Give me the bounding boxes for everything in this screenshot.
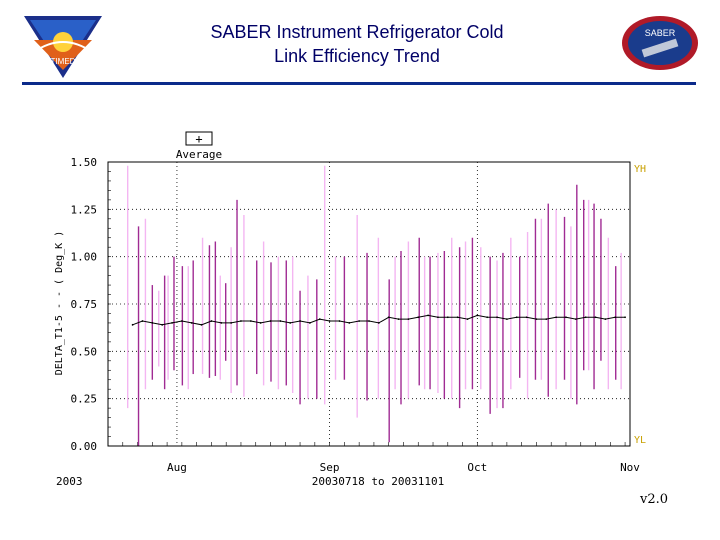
average-point [180, 320, 183, 322]
average-point [269, 320, 272, 322]
average-point [505, 318, 508, 321]
average-point [604, 318, 607, 321]
average-point [515, 316, 518, 319]
average-point [466, 318, 469, 321]
average-point [151, 322, 154, 324]
chart-grid [107, 161, 630, 447]
legend-symbol-box [185, 131, 213, 146]
average-point [309, 322, 311, 324]
x-tick-label: Oct [467, 461, 487, 474]
average-point [210, 320, 213, 322]
average-point [594, 316, 597, 319]
page-title-line-2: Link Efficiency Trend [274, 46, 440, 66]
x-tick-label: Sep [320, 461, 340, 474]
y-tick-label: 1.25 [71, 203, 98, 216]
plot-frame [107, 161, 631, 447]
average-point [437, 316, 439, 319]
average-point [220, 322, 223, 324]
average-point [141, 320, 144, 322]
average-point [200, 323, 203, 326]
average-point [535, 318, 538, 321]
average-point [161, 323, 164, 326]
average-point [624, 316, 626, 319]
average-point [259, 322, 262, 324]
average-point [407, 318, 410, 321]
x-axis-label: 20030718 to 20031101 [312, 475, 444, 488]
saber-logo-text: SABER [645, 28, 676, 38]
average-point [555, 316, 558, 319]
average-point [318, 318, 321, 321]
average-point [377, 322, 380, 324]
y-tick-label: 1.00 [71, 251, 98, 264]
average-point [614, 316, 617, 319]
average-series [131, 314, 626, 326]
timed-logo-text: TIMED [51, 57, 76, 66]
average-point [299, 320, 301, 322]
header-divider [22, 82, 696, 85]
average-point [397, 318, 400, 321]
average-point [249, 320, 252, 322]
average-point [476, 314, 479, 317]
average-point [171, 322, 173, 324]
average-point [338, 320, 341, 322]
year-label: 2003 [56, 475, 83, 488]
x-tick-labels: Aug Sep Oct Nov [167, 461, 640, 474]
average-point [328, 320, 331, 322]
y-tick-label: 0.00 [71, 440, 98, 453]
x-tick-label: Nov [620, 461, 640, 474]
lower-limit-label: YL [634, 435, 646, 446]
average-point [279, 320, 282, 322]
average-point [565, 316, 567, 319]
saber-mission-logo: SABER [622, 16, 698, 70]
legend-label: Average [176, 148, 222, 161]
average-point [230, 322, 233, 324]
x-tick-label: Aug [167, 461, 187, 474]
average-point [368, 320, 370, 322]
average-point [525, 316, 528, 319]
average-point [358, 320, 361, 322]
average-point [584, 316, 587, 319]
average-point [131, 323, 134, 326]
average-point [496, 316, 498, 319]
average-point [446, 316, 449, 319]
average-point [240, 320, 242, 322]
average-point [387, 316, 390, 319]
timed-mission-logo: TIMED [24, 16, 102, 78]
y-tick-labels: 0.00 0.25 0.50 0.75 1.00 1.25 1.50 [71, 156, 98, 453]
average-point [574, 318, 577, 321]
y-tick-label: 0.75 [71, 298, 98, 311]
average-point [456, 316, 459, 319]
version-label: v2.0 [639, 492, 668, 507]
y-tick-label: 1.50 [71, 156, 98, 169]
average-point [348, 322, 351, 324]
chart-spikes [126, 165, 622, 446]
upper-limit-label: YH [634, 164, 646, 175]
y-tick-label: 0.50 [71, 345, 98, 358]
legend-symbol: + [195, 132, 202, 146]
average-point [486, 316, 489, 319]
average-point [289, 322, 292, 324]
average-point [545, 318, 548, 321]
y-axis-label: DELTA_T1-5 - - ( Deg_K ) [54, 231, 65, 376]
average-point [190, 322, 193, 324]
y-tick-label: 0.25 [71, 393, 98, 406]
average-point [417, 316, 420, 319]
average-point [427, 314, 429, 317]
page-title-line-1: SABER Instrument Refrigerator Cold [210, 22, 504, 42]
